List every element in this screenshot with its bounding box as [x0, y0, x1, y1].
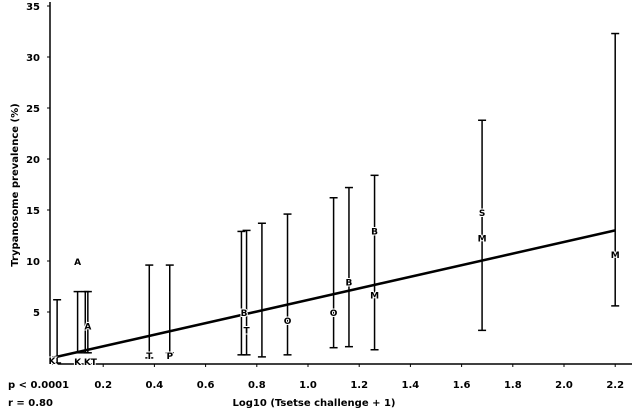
error-bar	[329, 197, 338, 349]
y-tick-label: 20	[26, 155, 40, 166]
error-bar	[611, 32, 620, 307]
data-point-label: O	[284, 317, 292, 327]
error-bar	[145, 264, 154, 359]
x-tick-label: 1.4	[402, 380, 420, 391]
data-point-label: M	[478, 235, 487, 245]
data-point-label: KT	[84, 358, 98, 368]
y-tick-label: 25	[26, 104, 40, 115]
x-tick-label: 2.0	[555, 380, 573, 391]
error-bar	[73, 290, 82, 354]
data-point-label: T	[243, 326, 250, 336]
data-point-label: K	[49, 357, 57, 367]
data-point-label: O	[330, 309, 338, 319]
r-value-annotation: r = 0.80	[8, 398, 53, 409]
error-bar	[344, 186, 353, 348]
data-point-label: M	[370, 292, 379, 302]
y-tick-label: 5	[33, 308, 40, 319]
p-value-annotation: p < 0.0001	[8, 380, 69, 391]
error-bar	[242, 229, 251, 356]
x-tick-label: 1.0	[299, 380, 317, 391]
error-bar	[53, 299, 62, 364]
x-tick-label: 0.6	[197, 380, 215, 391]
x-tick-label: 1.8	[504, 380, 522, 391]
y-axis-label: Trypanosome prevalence (%)	[10, 103, 21, 266]
data-point-label: T	[146, 352, 153, 362]
data-point-label: B	[241, 309, 248, 319]
y-tick-label: 15	[26, 206, 40, 217]
x-tick-label: 2.2	[606, 380, 624, 391]
error-bar	[370, 174, 379, 351]
data-point-label: A	[74, 258, 81, 268]
x-axis-label: Log10 (Tsetse challenge + 1)	[233, 398, 396, 409]
x-tick-label: 0.8	[248, 380, 266, 391]
error-bar	[165, 264, 174, 354]
data-point-label: A	[84, 322, 91, 332]
x-tick-label: 0.2	[94, 380, 112, 391]
regression-line	[51, 229, 616, 360]
error-bar	[257, 222, 266, 358]
data-point-label: M	[611, 251, 620, 261]
error-bar	[283, 213, 292, 356]
y-tick-label: 10	[26, 257, 40, 268]
x-tick-label: 1.6	[453, 380, 471, 391]
data-point-label: K	[74, 358, 82, 368]
data-point-label: P	[166, 352, 173, 362]
x-tick-label: 0.4	[146, 380, 164, 391]
data-point-label: B	[346, 278, 353, 288]
axes: 5 10 15 20 25 30 35 0.2 0.4 0.6 0.8 1.0 1.2 1.4 1.6 1.8…	[26, 2, 632, 391]
data-point-label: S	[479, 209, 485, 219]
error-bar	[478, 119, 487, 332]
y-tick-label: 30	[26, 53, 40, 64]
y-tick-label: 35	[26, 2, 40, 13]
data-point-label: B	[371, 227, 378, 237]
error-bar	[83, 290, 92, 354]
x-tick-label: 1.2	[350, 380, 368, 391]
